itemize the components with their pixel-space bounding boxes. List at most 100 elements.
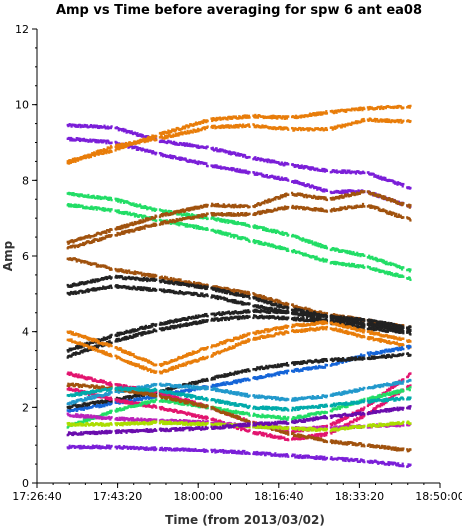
- data-point: [298, 164, 301, 168]
- data-point: [302, 167, 305, 170]
- data-point: [352, 189, 355, 193]
- data-point: [345, 110, 348, 113]
- data-point: [128, 212, 131, 216]
- data-point: [219, 220, 222, 223]
- data-point: [270, 114, 273, 118]
- data-point: [226, 118, 229, 121]
- data-point: [155, 274, 158, 277]
- data-point: [285, 117, 289, 120]
- data-point: [350, 262, 354, 266]
- data-point: [87, 193, 90, 197]
- data-point: [232, 233, 235, 237]
- data-point: [409, 204, 412, 207]
- data-point: [93, 240, 96, 243]
- data-point: [325, 110, 328, 113]
- data-point: [206, 203, 209, 207]
- data-point: [379, 106, 382, 110]
- data-point: [72, 192, 75, 195]
- data-point: [192, 206, 195, 209]
- data-point: [200, 216, 203, 220]
- data-point: [283, 115, 286, 119]
- data-point: [89, 236, 92, 239]
- data-point: [186, 129, 189, 133]
- data-point: [115, 199, 118, 202]
- data-point: [280, 246, 283, 249]
- data-point: [191, 213, 194, 216]
- data-point: [83, 237, 86, 240]
- data-point: [244, 114, 247, 117]
- data-point: [169, 222, 172, 225]
- data-point: [155, 208, 158, 211]
- data-point: [95, 208, 98, 211]
- data-point: [169, 213, 172, 216]
- data-point: [341, 123, 344, 127]
- data-point: [244, 169, 247, 172]
- data-point: [136, 146, 139, 149]
- data-point: [232, 236, 236, 239]
- data-point: [322, 260, 325, 263]
- data-point: [136, 132, 139, 135]
- data-point: [283, 194, 286, 198]
- data-point: [269, 245, 272, 248]
- data-point: [154, 152, 157, 156]
- data-point: [272, 230, 275, 234]
- data-point: [248, 125, 251, 128]
- data-point: [110, 208, 113, 211]
- data-point: [135, 148, 138, 151]
- data-point: [374, 256, 377, 260]
- data-point: [127, 224, 130, 228]
- data-point: [180, 131, 183, 134]
- data-point: [325, 247, 329, 250]
- data-point: [211, 119, 214, 123]
- data-point: [205, 228, 208, 232]
- data-point: [317, 112, 320, 116]
- data-point: [271, 159, 274, 162]
- data-point: [117, 227, 120, 230]
- data-point: [265, 173, 269, 177]
- data-point: [267, 244, 270, 247]
- data-point: [263, 228, 267, 232]
- data-point: [242, 169, 245, 172]
- data-point: [354, 172, 358, 175]
- data-point: [235, 125, 238, 129]
- data-point: [278, 197, 281, 200]
- data-point: [382, 177, 385, 181]
- data-point: [193, 159, 196, 162]
- data-point: [201, 120, 204, 123]
- data-point: [97, 125, 100, 128]
- data-point: [96, 197, 100, 200]
- data-point: [333, 247, 336, 251]
- data-point: [212, 216, 215, 219]
- data-point: [203, 126, 206, 129]
- data-point: [358, 106, 361, 110]
- data-point: [272, 114, 275, 118]
- data-point: [409, 104, 412, 108]
- data-point: [397, 120, 400, 124]
- data-point: [292, 249, 296, 252]
- data-point: [106, 196, 109, 200]
- data-point: [144, 215, 147, 218]
- data-point: [98, 126, 101, 130]
- data-point: [334, 127, 337, 130]
- data-point: [301, 239, 304, 242]
- data-point: [229, 212, 232, 215]
- data-point: [172, 133, 175, 136]
- data-point: [237, 126, 240, 129]
- data-point: [330, 126, 334, 129]
- data-point: [340, 263, 343, 266]
- data-point: [408, 270, 411, 273]
- data-point: [133, 220, 137, 224]
- data-point: [139, 221, 142, 224]
- data-point: [272, 198, 276, 201]
- data-point: [325, 210, 329, 213]
- data-point: [271, 229, 274, 232]
- data-point: [323, 167, 326, 171]
- data-point: [110, 276, 113, 279]
- data-point: [323, 244, 326, 248]
- data-point: [395, 272, 398, 275]
- data-point: [241, 293, 244, 296]
- data-point: [286, 247, 289, 251]
- data-point: [222, 125, 225, 128]
- data-point: [130, 145, 133, 148]
- data-point: [233, 222, 236, 225]
